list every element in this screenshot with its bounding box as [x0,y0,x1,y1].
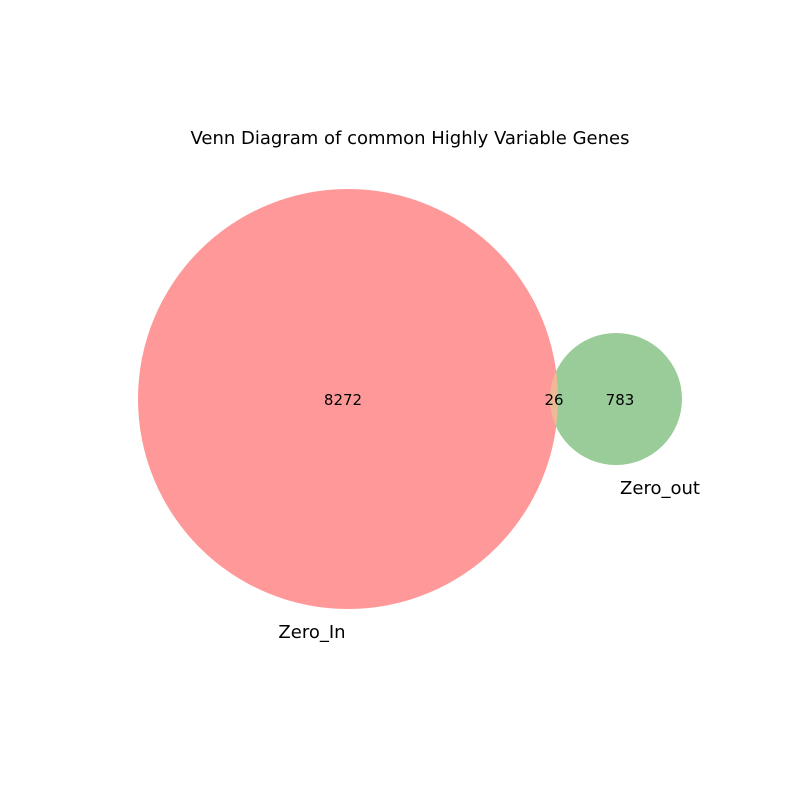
set-label-zero-out: Zero_out [620,478,700,499]
set-label-zero-in: Zero_In [278,622,345,643]
venn-intersection-region [550,371,558,427]
count-intersection: 26 [544,391,563,409]
venn-circle-zero-in [138,189,558,609]
chart-title: Venn Diagram of common Highly Variable G… [191,128,630,149]
count-zero-out-only: 783 [606,391,635,409]
venn-circle-zero-out [550,333,682,465]
count-zero-in-only: 8272 [324,391,362,409]
